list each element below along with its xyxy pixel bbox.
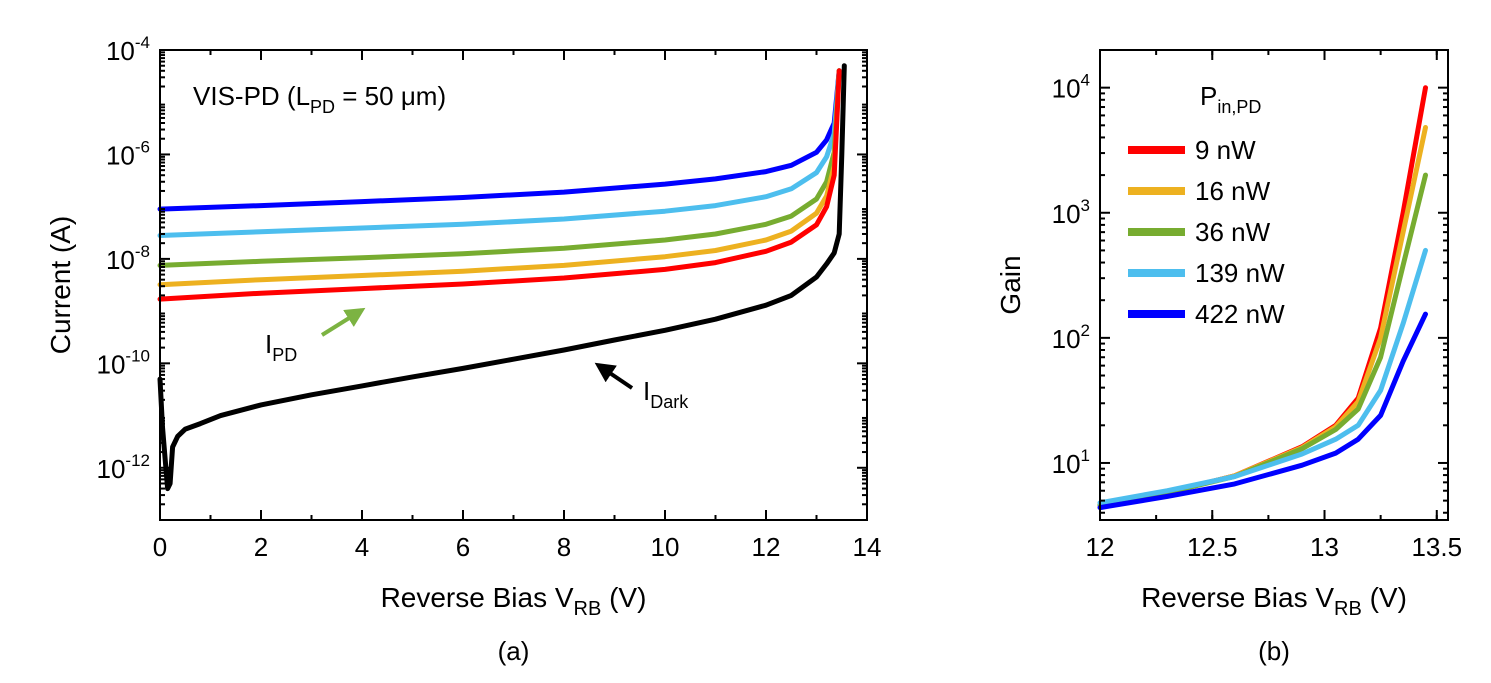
- x-tick-label: 0: [153, 532, 167, 562]
- series-line-3: [157, 68, 842, 288]
- y-tick-base: 10: [1052, 74, 1081, 104]
- panel-label: (b): [1258, 636, 1290, 666]
- y-tick-base: 10: [106, 245, 135, 275]
- y-tick-exponent: -8: [135, 242, 150, 261]
- idark-label-sub: Dark: [650, 392, 689, 412]
- x-axis-title: Reverse Bias VRB (V): [381, 582, 647, 620]
- y-tick-label: 10-6: [106, 137, 150, 170]
- x-axis-title-main: Reverse Bias V: [381, 582, 574, 613]
- y-tick-label: 10-10: [97, 346, 151, 379]
- panel-a-annotation-sub: PD: [310, 97, 335, 117]
- x-axis-title-main: Reverse Bias V: [1141, 582, 1334, 613]
- idark-arrow: [594, 362, 634, 390]
- legend-title-sub: in,PD: [1217, 97, 1261, 117]
- x-tick-label: 10: [651, 532, 680, 562]
- x-tick-label: 14: [853, 532, 882, 562]
- y-tick-label: 104: [1052, 71, 1090, 104]
- x-tick-label: 12: [752, 532, 781, 562]
- y-tick-exponent: -12: [125, 451, 150, 470]
- x-tick-label: 6: [456, 532, 470, 562]
- legend-label: 422 nW: [1195, 299, 1285, 329]
- y-tick-label: 10-4: [106, 33, 150, 66]
- panel-a-annotation-rest: = 50 μm): [335, 81, 446, 111]
- y-axis-title: Gain: [995, 255, 1026, 314]
- legend-label: 36 nW: [1195, 217, 1271, 247]
- x-tick-label: 8: [557, 532, 571, 562]
- x-tick-label: 12: [1086, 532, 1115, 562]
- panel-a-annotation-main: VIS-PD (L: [193, 81, 310, 111]
- legend-title: Pin,PD: [1200, 81, 1261, 117]
- series-line-4: [1097, 311, 1428, 511]
- series-line-0: [157, 68, 842, 212]
- ipd-label-main: I: [265, 329, 272, 359]
- y-tick-exponent: 1: [1081, 446, 1090, 465]
- y-tick-exponent: 4: [1081, 71, 1090, 90]
- y-tick-exponent: 3: [1081, 196, 1090, 215]
- x-tick-label: 2: [254, 532, 268, 562]
- plot-frame: [159, 49, 868, 521]
- x-axis-title-rest: (V): [1362, 582, 1407, 613]
- legend-label: 139 nW: [1195, 258, 1285, 288]
- legend-label: 9 nW: [1195, 135, 1256, 165]
- x-tick-label: 4: [355, 532, 369, 562]
- legend-label: 16 nW: [1195, 176, 1271, 206]
- x-tick-label: 13: [1310, 532, 1339, 562]
- panel-label: (a): [498, 636, 530, 666]
- x-axis-title-sub: RB: [1334, 598, 1362, 620]
- y-axis-title: Current (A): [45, 216, 76, 354]
- series-line-4: [157, 68, 842, 302]
- y-tick-base: 10: [1052, 449, 1081, 479]
- y-tick-label: 10-12: [97, 451, 151, 484]
- y-tick-label: 103: [1052, 196, 1090, 229]
- y-tick-base: 10: [97, 454, 126, 484]
- y-tick-base: 10: [1052, 199, 1081, 229]
- ipd-label: IPD: [265, 329, 297, 365]
- idark-label-main: I: [643, 376, 650, 406]
- y-tick-base: 10: [1052, 324, 1081, 354]
- y-tick-label: 10-8: [106, 242, 150, 275]
- x-tick-label: 13.5: [1411, 532, 1462, 562]
- y-tick-exponent: -10: [125, 346, 150, 365]
- x-axis-title-sub: RB: [574, 598, 602, 620]
- y-tick-label: 101: [1052, 446, 1090, 479]
- series-line-5: [157, 63, 847, 492]
- plot-frame: [1099, 49, 1449, 521]
- x-tick-label: 12.5: [1187, 532, 1238, 562]
- y-tick-base: 10: [106, 36, 135, 66]
- panel-a-current-plot: 0 2 4 6 8 10 12 1410-1210-1010-810-610-4Reverse…: [45, 33, 881, 666]
- ipd-label-sub: PD: [272, 345, 297, 365]
- x-axis-title: Reverse Bias VRB (V): [1141, 582, 1407, 620]
- y-tick-base: 10: [97, 349, 126, 379]
- ipd-arrow: [320, 307, 366, 337]
- series-line-2: [157, 68, 842, 268]
- panel-a-annotation: VIS-PD (LPD = 50 μm): [193, 81, 446, 117]
- idark-label: IDark: [643, 376, 689, 412]
- x-axis-title-rest: (V): [601, 582, 646, 613]
- y-tick-exponent: 2: [1081, 321, 1090, 340]
- y-tick-base: 10: [106, 140, 135, 170]
- y-tick-label: 102: [1052, 321, 1090, 354]
- series-line-3: [1097, 247, 1428, 506]
- y-tick-exponent: -6: [135, 137, 150, 156]
- y-tick-exponent: -4: [135, 33, 150, 52]
- legend-title-main: P: [1200, 81, 1217, 111]
- series-line-1: [157, 68, 842, 238]
